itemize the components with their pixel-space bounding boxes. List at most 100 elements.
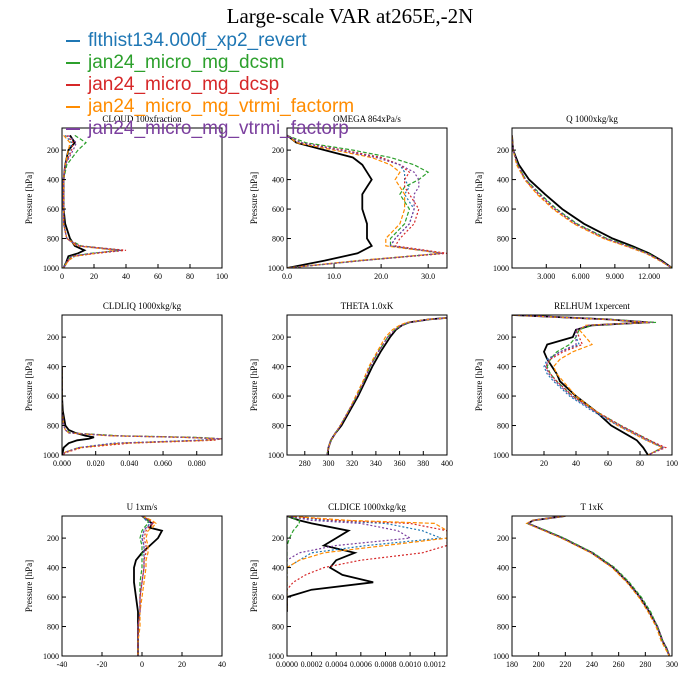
x-tick-label: 0.060 (154, 459, 172, 468)
series-line (137, 516, 157, 656)
y-tick-label: 200 (272, 534, 284, 543)
panel-title: OMEGA 864xPa/s (333, 114, 401, 124)
y-tick-label: 400 (47, 363, 59, 372)
y-tick-label: 1000 (493, 264, 509, 273)
y-tick-label: 600 (272, 205, 284, 214)
x-tick-label: 0.0004 (325, 660, 347, 669)
series-line (287, 134, 443, 268)
panel-title: CLDLIQ 1000xkg/kg (103, 301, 182, 311)
chart-panel: 200 400 600 800 1000 280 300 320 340 360 380 400 THE… (249, 301, 453, 468)
y-tick-label: 1000 (268, 264, 284, 273)
series-group (133, 516, 164, 656)
series-line (287, 516, 442, 612)
series-group (326, 317, 447, 455)
series-line (287, 134, 443, 268)
page-title: Large-scale VAR at265E,-2N (226, 4, 474, 28)
series-line (512, 315, 649, 455)
x-tick-label: 0.020 (87, 459, 105, 468)
series-line (137, 516, 156, 656)
series-line (287, 134, 447, 268)
x-tick-label: 320 (346, 459, 358, 468)
x-tick-label: 40 (122, 272, 130, 281)
y-tick-label: 1000 (43, 264, 59, 273)
y-axis-label: Pressure [hPa] (249, 560, 259, 612)
x-tick-label: 10.0 (327, 272, 341, 281)
legend-swatch (66, 83, 80, 86)
y-tick-label: 400 (47, 176, 59, 185)
legend-item: jan24_micro_mg_dcsm (66, 52, 354, 74)
legend-swatch (66, 39, 80, 42)
series-line (526, 516, 670, 656)
y-tick-label: 400 (497, 363, 509, 372)
x-tick-label: -20 (97, 660, 108, 669)
series-line (525, 516, 670, 656)
x-tick-label: 0.080 (188, 459, 206, 468)
series-line (512, 135, 672, 268)
y-tick-label: 800 (497, 422, 509, 431)
x-tick-label: 380 (417, 459, 429, 468)
y-tick-label: 200 (272, 333, 284, 342)
x-tick-label: 20 (90, 272, 98, 281)
x-tick-label: 30.0 (421, 272, 435, 281)
legend-swatch (66, 127, 80, 130)
x-tick-label: 100 (666, 459, 678, 468)
y-tick-label: 800 (497, 623, 509, 632)
y-tick-label: 600 (47, 392, 59, 401)
x-tick-label: 80 (186, 272, 194, 281)
y-axis-label: Pressure [hPa] (249, 359, 259, 411)
panel-title: Q 1000xkg/kg (566, 114, 618, 124)
series-line (512, 315, 664, 455)
series-line (62, 366, 95, 455)
series-line (287, 516, 412, 612)
series-line (512, 315, 666, 455)
y-axis-label: Pressure [hPa] (24, 172, 34, 224)
series-line (512, 135, 672, 268)
y-axis-label: Pressure [hPa] (24, 560, 34, 612)
x-tick-label: 40 (572, 459, 580, 468)
y-tick-label: 800 (272, 623, 284, 632)
y-tick-label: 600 (272, 392, 284, 401)
series-line (326, 317, 447, 455)
legend-label: jan24_micro_mg_vtrmi_factorp (88, 118, 349, 139)
legend-item: jan24_micro_mg_vtrmi_factorm (66, 96, 354, 118)
plot-frame (61, 127, 223, 269)
series-line (326, 317, 447, 455)
y-tick-label: 1000 (268, 652, 284, 661)
y-tick-label: 800 (497, 235, 509, 244)
legend: flthist134.000f_xp2_revert jan24_micro_m… (66, 30, 354, 140)
y-tick-label: 400 (47, 564, 59, 573)
y-tick-label: 200 (497, 146, 509, 155)
y-tick-label: 400 (272, 176, 284, 185)
series-line (62, 134, 87, 268)
x-tick-label: 0.0002 (301, 660, 323, 669)
series-line (512, 135, 672, 268)
y-tick-label: 1000 (268, 451, 284, 460)
panel-title: CLDICE 1000xkg/kg (328, 502, 406, 512)
series-line (62, 134, 122, 268)
y-tick-label: 800 (47, 235, 59, 244)
x-tick-label: 0.0000 (276, 660, 298, 669)
legend-label: jan24_micro_mg_vtrmi_factorm (88, 96, 355, 117)
panel-title: T 1xK (580, 502, 604, 512)
x-tick-label: 200 (533, 660, 545, 669)
series-line (512, 135, 672, 268)
series-line (287, 516, 374, 612)
legend-swatch (66, 105, 80, 108)
series-line (526, 516, 670, 656)
plot-frame (286, 127, 448, 269)
y-tick-label: 800 (47, 623, 59, 632)
legend-label: jan24_micro_mg_dcsm (88, 52, 285, 73)
y-tick-label: 1000 (493, 451, 509, 460)
series-group (512, 135, 672, 268)
legend-item: jan24_micro_mg_vtrmi_factorp (66, 118, 354, 140)
x-tick-label: 100 (216, 272, 228, 281)
y-tick-label: 400 (272, 564, 284, 573)
series-line (137, 516, 154, 656)
y-axis-label: Pressure [hPa] (24, 359, 34, 411)
y-tick-label: 1000 (493, 652, 509, 661)
x-tick-label: 12.000 (638, 272, 660, 281)
x-tick-label: 300 (322, 459, 334, 468)
series-line (287, 516, 447, 612)
series-line (526, 516, 670, 656)
